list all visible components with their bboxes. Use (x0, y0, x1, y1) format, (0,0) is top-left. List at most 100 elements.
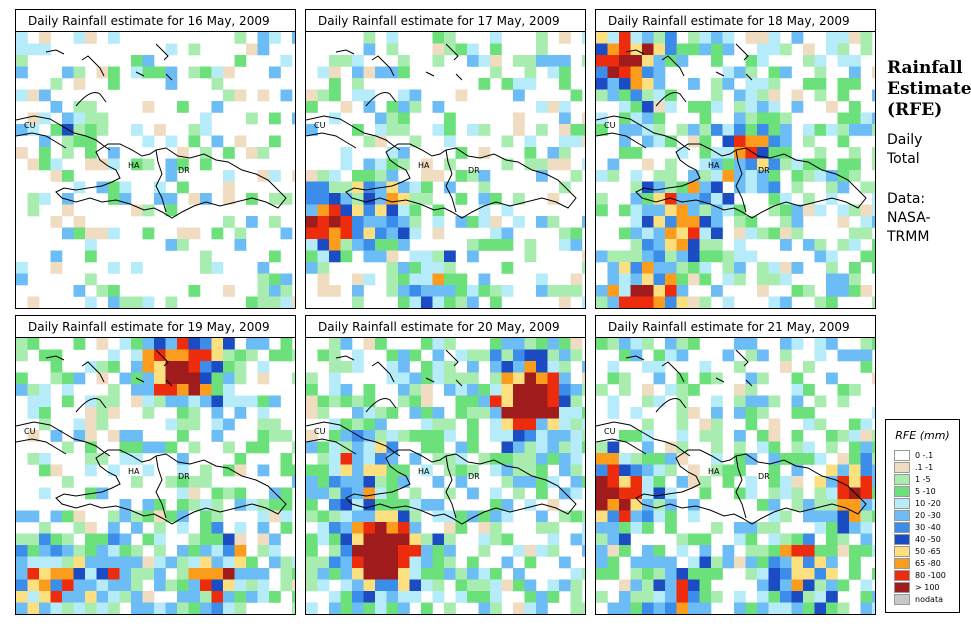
rainfall-cell (455, 43, 468, 56)
rainfall-cell (860, 349, 873, 362)
rainfall-cell (791, 407, 804, 419)
rainfall-cell (432, 361, 445, 373)
rainfall-cell (665, 158, 677, 171)
rainfall-cell (791, 170, 804, 182)
rainfall-cell (849, 430, 861, 442)
rainfall-cell (596, 510, 608, 523)
rainfall-cell (547, 361, 560, 373)
rainfall-cell (490, 296, 502, 308)
rainfall-cell (340, 591, 353, 603)
rainfall-cell (630, 602, 643, 614)
rainfall-cell (131, 545, 143, 557)
rainfall-cell (62, 556, 74, 569)
rainfall-cell (421, 262, 433, 274)
rainfall-cell (837, 43, 850, 56)
rainfall-cell (96, 568, 109, 580)
rainfall-cell (234, 372, 247, 385)
rainfall-cell (375, 250, 387, 263)
rainfall-cell (444, 135, 456, 148)
rainfall-cell (665, 602, 677, 614)
rainfall-cell (803, 43, 815, 56)
rainfall-cell (211, 135, 224, 148)
rainfall-cell (246, 441, 258, 454)
rainfall-cell (85, 124, 97, 136)
rainfall-cell (234, 602, 247, 614)
rainfall-cell (653, 556, 666, 569)
rainfall-cell (352, 361, 364, 373)
rainfall-cell (849, 124, 861, 136)
rainfall-cell (607, 170, 620, 182)
rainfall-cell (676, 227, 689, 240)
rainfall-cell (630, 101, 643, 113)
coastline (425, 349, 463, 387)
rainfall-cell (154, 181, 166, 194)
rainfall-cell (653, 464, 666, 477)
rainfall-cell (665, 556, 677, 569)
rainfall-cell (653, 510, 666, 523)
coastline (365, 398, 397, 413)
rainfall-cell (444, 568, 456, 580)
rainfall-cell (257, 296, 270, 308)
rainfall-cell (814, 510, 827, 523)
rainfall-cell (257, 568, 270, 580)
rainfall-cell (108, 602, 120, 614)
rainfall-cell (269, 395, 281, 408)
rainfall-cell (722, 32, 735, 44)
rainfall-cell (246, 338, 258, 350)
rainfall-cell (211, 361, 224, 373)
rainfall-cell (142, 204, 155, 217)
rainfall-cell (699, 147, 712, 159)
rainfall-cell (582, 568, 585, 580)
rainfall-cell (688, 32, 700, 44)
rainfall-cell (757, 349, 769, 362)
rainfall-cell (676, 602, 689, 614)
rainfall-cell (803, 55, 815, 67)
rainfall-cell (791, 384, 804, 396)
rainfall-cell (142, 66, 155, 79)
rainfall-cell (386, 464, 399, 477)
rainfall-cell (444, 338, 456, 350)
rainfall-cell (200, 112, 212, 125)
rainfall-cell (547, 545, 560, 557)
rainfall-cell (177, 591, 189, 603)
rainfall-cell (734, 227, 746, 240)
rainfall-cell (306, 89, 318, 102)
rainfall-cell (398, 296, 410, 308)
rainfall-cell (559, 384, 571, 396)
coastline (306, 132, 357, 149)
rainfall-cell (513, 338, 525, 350)
rainfall-cell (257, 43, 270, 56)
rainfall-cell (745, 216, 758, 228)
rainfall-cell (409, 250, 422, 263)
rainfall-cell (154, 372, 166, 385)
rainfall-cell (455, 384, 468, 396)
rainfall-cell (131, 522, 143, 534)
rainfall-cell (699, 32, 712, 44)
rainfall-cell (352, 533, 364, 546)
rainfall-cell (536, 170, 548, 182)
rainfall-cell (582, 510, 585, 523)
rainfall-cell (596, 499, 608, 511)
rainfall-cell (547, 193, 560, 205)
rainfall-cell (607, 43, 620, 56)
rainfall-cell (688, 193, 700, 205)
rainfall-cell (745, 487, 758, 500)
rainfall-cell (444, 124, 456, 136)
rainfall-cell (444, 296, 456, 308)
rainfall-cell (432, 499, 445, 511)
rainfall-cell (619, 464, 631, 477)
rainfall-cell (653, 262, 666, 274)
rainfall-cell (547, 338, 560, 350)
rainfall-cell (814, 568, 827, 580)
rainfall-cell (791, 453, 804, 465)
rainfall-cell (803, 418, 815, 431)
rainfall-cell (478, 204, 491, 217)
rainfall-cell (375, 545, 387, 557)
rainfall-cell (432, 579, 445, 592)
rainfall-cell (849, 556, 861, 569)
coastline (135, 349, 173, 387)
coastline (335, 355, 395, 383)
rainfall-cell (386, 227, 399, 240)
rainfall-cell (490, 522, 502, 534)
rainfall-cell (699, 361, 712, 373)
